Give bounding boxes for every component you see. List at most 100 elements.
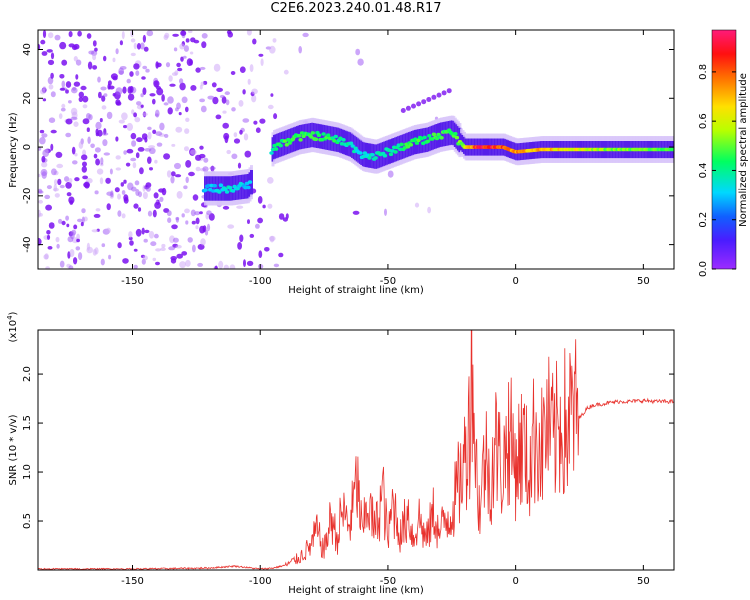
noise-dot <box>120 182 125 187</box>
noise-dot <box>90 143 95 149</box>
noise-dot <box>258 53 264 57</box>
y-tick-label: 2.0 <box>22 366 33 382</box>
noise-dot <box>175 244 182 249</box>
noise-dot <box>233 138 241 144</box>
noise-dot <box>133 112 138 118</box>
noise-dot <box>242 118 250 123</box>
noise-dot <box>54 179 58 186</box>
noise-dot <box>243 259 246 267</box>
noise-dot <box>74 177 80 182</box>
noise-dot <box>139 42 145 50</box>
noise-dot <box>199 225 206 234</box>
noise-dot <box>180 30 187 36</box>
noise-dot <box>167 217 172 223</box>
noise-dot <box>185 176 189 183</box>
noise-dot <box>137 147 145 152</box>
noise-dot <box>134 117 141 123</box>
signal-point <box>454 135 460 140</box>
noise-dot <box>137 207 142 212</box>
noise-dot <box>147 131 152 140</box>
noise-dot <box>222 205 230 210</box>
x-tick-label: 0 <box>512 576 518 587</box>
noise-dot <box>190 85 197 91</box>
noise-dot <box>81 208 86 214</box>
signal-point <box>321 132 326 136</box>
noise-dot <box>73 121 79 127</box>
noise-dot <box>179 78 184 84</box>
noise-dot <box>133 203 139 209</box>
noise-dot <box>202 166 209 173</box>
noise-dot <box>251 88 258 95</box>
signal-point <box>427 134 432 138</box>
noise-dot <box>180 56 184 62</box>
noise-dot <box>176 191 183 199</box>
noise-dot <box>50 129 57 134</box>
noise-dot <box>201 33 208 39</box>
noise-dot <box>82 104 88 109</box>
noise-dot <box>153 192 159 199</box>
noise-dot <box>75 59 82 66</box>
noise-dot <box>129 240 134 246</box>
noise-dot <box>166 170 172 178</box>
noise-dot <box>121 112 128 121</box>
noise-dot <box>78 252 83 261</box>
noise-dot <box>118 119 125 124</box>
y-tick-label: -20 <box>22 188 33 204</box>
noise-dot <box>155 61 159 69</box>
noise-dot <box>75 74 79 80</box>
noise-dot <box>249 233 255 238</box>
signal-point <box>333 134 338 139</box>
noise-dot <box>115 155 121 160</box>
noise-dot <box>142 112 148 117</box>
noise-dot <box>55 236 60 243</box>
trail-dot <box>436 92 442 98</box>
noise-dot <box>222 122 229 129</box>
noise-dot <box>118 67 124 76</box>
noise-dot <box>71 146 76 155</box>
noise-dot <box>112 57 116 63</box>
noise-dot <box>150 241 157 247</box>
band-core <box>444 121 448 146</box>
noise-dot <box>136 101 142 106</box>
noise-dot <box>142 87 147 95</box>
noise-dot <box>141 227 145 235</box>
spectrogram-frame <box>37 29 675 270</box>
noise-dot <box>352 210 360 215</box>
signal-point <box>388 152 394 157</box>
noise-dot <box>110 190 114 198</box>
signal-point <box>326 133 331 137</box>
noise-dot <box>101 105 107 110</box>
signal-point <box>348 141 354 146</box>
trail-dot <box>446 88 452 94</box>
noise-dot <box>227 31 233 38</box>
noise-dot <box>260 58 264 66</box>
noise-dot <box>110 73 118 80</box>
noise-dot <box>197 262 204 267</box>
noise-dot <box>70 107 78 116</box>
x-tick-label: -150 <box>121 576 144 587</box>
signal-point <box>382 153 388 158</box>
noise-dot <box>185 259 191 267</box>
noise-dot <box>272 38 277 43</box>
noise-dot <box>50 91 56 98</box>
noise-dot <box>238 100 244 107</box>
signal-point <box>399 142 404 147</box>
band-core <box>458 127 462 153</box>
noise-dot <box>92 40 97 47</box>
noise-dot <box>115 167 122 171</box>
noise-dot <box>161 187 167 196</box>
noise-dot <box>135 70 140 76</box>
signal-point <box>350 144 355 148</box>
noise-dot <box>54 34 61 41</box>
noise-dot <box>106 111 113 120</box>
signal-point <box>224 190 230 194</box>
noise-dot <box>176 253 183 259</box>
signal-point <box>439 136 444 140</box>
noise-dot <box>141 76 146 80</box>
band-core <box>219 176 223 201</box>
y-tick-label: 1.0 <box>22 464 33 480</box>
noise-dot <box>91 229 99 233</box>
band-core <box>299 125 302 150</box>
noise-dot <box>119 40 123 46</box>
trail-dot <box>405 105 411 111</box>
